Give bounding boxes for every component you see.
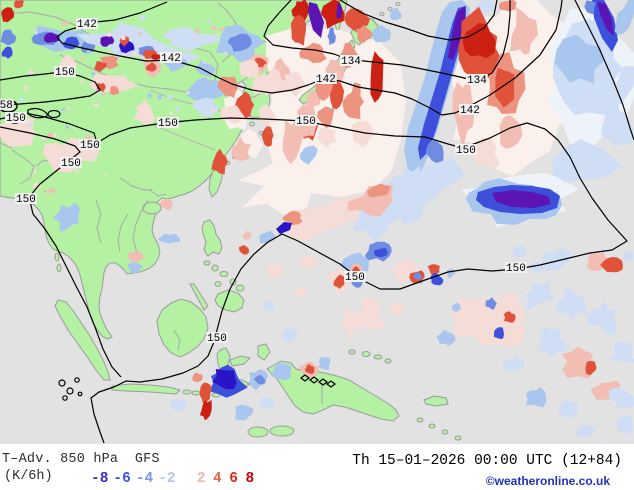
- svg-text:150: 150: [296, 116, 316, 128]
- svg-text:150: 150: [80, 140, 100, 152]
- svg-text:142: 142: [161, 53, 181, 65]
- svg-text:134: 134: [341, 56, 361, 68]
- svg-text:150: 150: [55, 67, 75, 79]
- svg-text:142: 142: [316, 74, 336, 86]
- svg-text:150: 150: [61, 158, 81, 170]
- svg-text:150: 150: [158, 118, 178, 130]
- svg-text:158: 158: [0, 100, 13, 112]
- svg-text:150: 150: [6, 113, 26, 125]
- svg-text:150: 150: [506, 263, 526, 275]
- svg-text:150: 150: [345, 272, 365, 284]
- svg-text:142: 142: [460, 105, 480, 117]
- svg-text:150: 150: [456, 145, 476, 157]
- svg-text:142: 142: [77, 19, 97, 31]
- svg-text:134: 134: [467, 75, 487, 87]
- svg-text:150: 150: [207, 333, 227, 345]
- svg-text:150: 150: [16, 194, 36, 206]
